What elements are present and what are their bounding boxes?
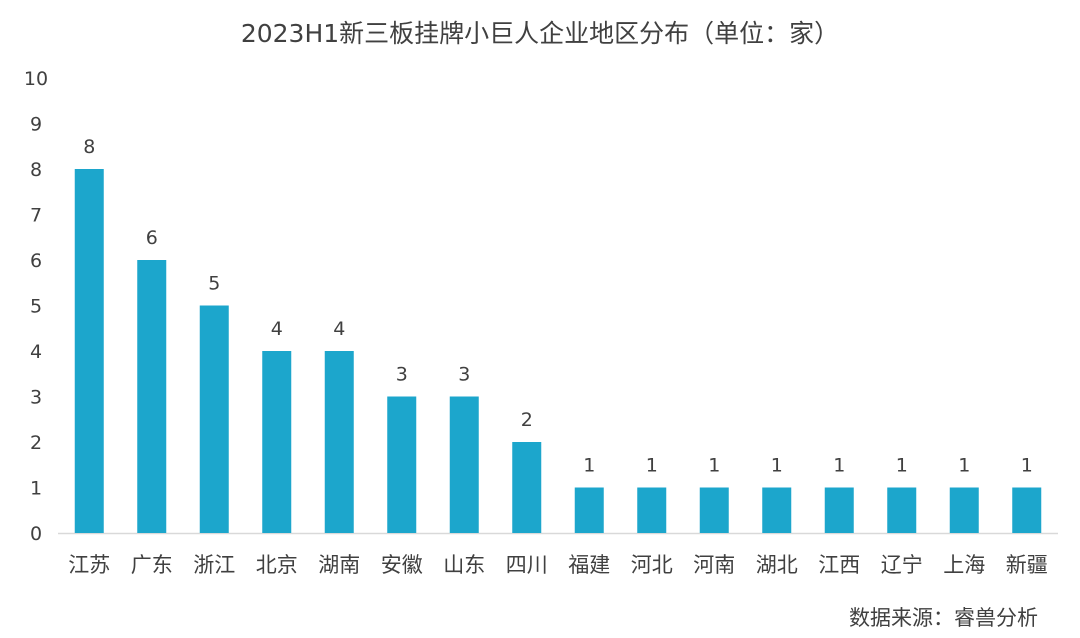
data-label: 4: [333, 318, 345, 340]
bar: [1012, 487, 1042, 533]
y-tick-label: 2: [30, 432, 42, 454]
data-label: 1: [833, 455, 845, 477]
bar: [512, 442, 542, 533]
data-label: 1: [583, 455, 595, 477]
x-tick-label: 湖南: [318, 553, 360, 577]
chart-title: 2023H1新三板挂牌小巨人企业地区分布（单位：家）: [240, 19, 840, 48]
bar: [137, 260, 167, 533]
x-tick-label: 安徽: [381, 553, 423, 577]
x-tick-label: 广东: [131, 553, 173, 577]
bar: [949, 487, 979, 533]
bar: [699, 487, 729, 533]
x-tick-label: 湖北: [756, 553, 798, 577]
x-tick-label: 河北: [631, 553, 673, 577]
bar: [824, 487, 854, 533]
x-tick-label: 上海: [943, 553, 985, 577]
bar: [574, 487, 604, 533]
bar: [387, 396, 417, 533]
data-label: 1: [646, 455, 658, 477]
bar: [324, 351, 354, 533]
data-label: 3: [458, 364, 470, 386]
y-tick-label: 5: [30, 296, 42, 318]
bar: [449, 396, 479, 533]
y-tick-label: 9: [30, 114, 42, 136]
data-label: 1: [1021, 455, 1033, 477]
bar: [74, 169, 104, 533]
x-tick-label: 浙江: [193, 553, 235, 577]
data-label: 2: [521, 409, 533, 431]
x-tick-label: 河南: [693, 553, 735, 577]
data-label: 5: [208, 273, 220, 295]
x-tick-label: 山东: [443, 553, 485, 577]
y-tick-label: 8: [30, 159, 42, 181]
y-tick-label: 10: [24, 68, 48, 90]
bar-chart: 0 1 2 3 4 5 6 7 8 9 10 8 江苏 6 广东 5 浙江 4 北京 4 湖南 3 安徽 3 山东 2 四川 1 福建 1…: [24, 68, 1058, 577]
x-tick-label: 新疆: [1006, 553, 1048, 577]
bar: [887, 487, 917, 533]
x-tick-label: 辽宁: [881, 553, 923, 577]
x-tick-label: 四川: [506, 553, 548, 577]
data-label: 1: [958, 455, 970, 477]
data-label: 4: [271, 318, 283, 340]
data-label: 3: [396, 364, 408, 386]
data-label: 1: [896, 455, 908, 477]
y-tick-label: 4: [30, 341, 42, 363]
y-tick-label: 3: [30, 387, 42, 409]
x-tick-label: 江西: [818, 553, 860, 577]
y-tick-label: 6: [30, 250, 42, 272]
x-tick-label: 福建: [568, 553, 610, 577]
data-label: 8: [83, 136, 95, 158]
bar: [637, 487, 667, 533]
bar: [762, 487, 792, 533]
data-label: 1: [708, 455, 720, 477]
x-tick-label: 北京: [256, 553, 298, 577]
bar: [199, 305, 229, 533]
x-tick-label: 江苏: [68, 553, 110, 577]
data-label: 1: [771, 455, 783, 477]
y-tick-label: 1: [30, 478, 42, 500]
y-tick-label: 0: [30, 523, 42, 545]
bar: [262, 351, 292, 533]
data-label: 6: [146, 227, 158, 249]
y-tick-label: 7: [30, 205, 42, 227]
data-source-note: 数据来源：睿兽分析: [849, 606, 1038, 630]
